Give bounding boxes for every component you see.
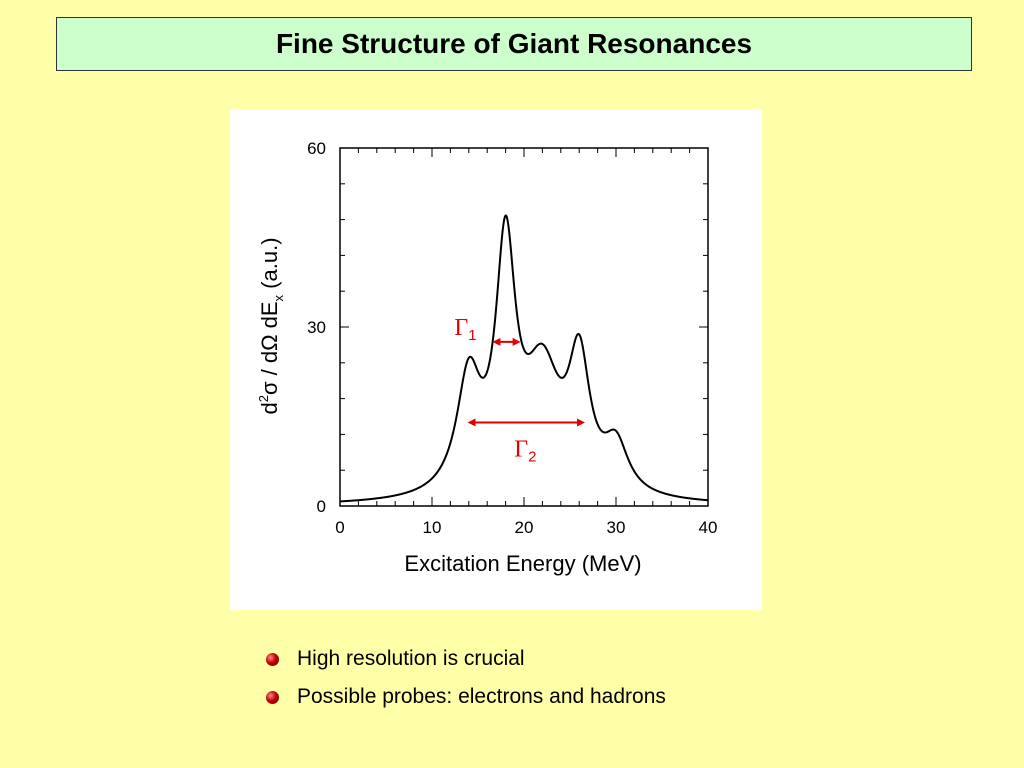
cross-section-curve	[339, 214, 709, 503]
y-tick-label: 30	[307, 318, 326, 337]
bullet-icon	[266, 690, 279, 704]
slide-title: Fine Structure of Giant Resonances	[275, 28, 753, 59]
bullet-icon	[266, 652, 279, 666]
width-label-2: Γ2	[514, 436, 536, 465]
x-tick-label: 20	[515, 518, 534, 537]
bullet-item: Possible probes: electrons and hadrons	[266, 678, 666, 716]
bullet-text: Possible probes: electrons and hadrons	[297, 685, 666, 708]
width-label-1: Γ1	[454, 315, 476, 344]
x-tick-label: 10	[423, 518, 442, 537]
y-axis-label: d2σ / dΩ dEx (a.u.)	[256, 237, 286, 414]
chart-panel: 0 10 20 30 40 0 30 60 Γ1 Γ2 Excitation Energy (M…	[230, 110, 762, 610]
bullet-text: High resolution is crucial	[297, 647, 525, 670]
y-tick-label: 60	[307, 139, 326, 158]
bullet-list: High resolution is crucial Possible prob…	[266, 640, 666, 716]
resonance-chart: 0 10 20 30 40 0 30 60 Γ1 Γ2 Excitation Energy (M…	[256, 139, 718, 576]
title-box: Fine Structure of Giant Resonances	[56, 17, 972, 71]
x-tick-label: 40	[699, 518, 718, 537]
x-tick-label: 30	[607, 518, 626, 537]
bullet-item: High resolution is crucial	[266, 640, 666, 678]
x-axis-label: Excitation Energy (MeV)	[404, 551, 641, 576]
y-tick-label: 0	[317, 497, 326, 516]
x-tick-label: 0	[335, 518, 344, 537]
